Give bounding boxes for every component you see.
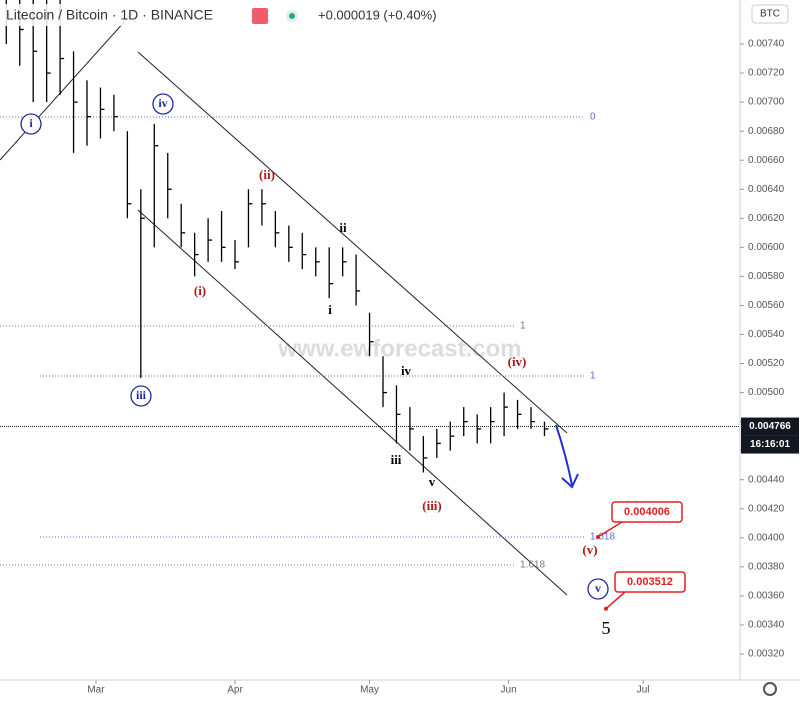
y-tick-label: 0.00600 <box>748 242 785 253</box>
y-tick-label: 0.00540 <box>748 329 785 340</box>
wave-label: iv <box>158 96 167 110</box>
wave-circle <box>152 93 174 115</box>
wave-circle <box>130 385 152 407</box>
wave-label: iv <box>401 363 412 378</box>
currency: BTC <box>760 9 780 20</box>
price-change: +0.000019 (+0.40%) <box>318 7 437 22</box>
wave-label: ii <box>339 220 347 235</box>
x-tick-label: Jul <box>637 685 650 696</box>
y-tick-label: 0.00500 <box>748 387 785 398</box>
last-price-label: 0.004766 <box>749 421 791 432</box>
settings-icon[interactable] <box>763 682 777 696</box>
fib-level-label: 0 <box>590 112 596 123</box>
x-tick-label: Mar <box>87 685 105 696</box>
x-tick-label: May <box>360 685 379 696</box>
target-box <box>611 501 683 523</box>
target-pointer <box>597 521 623 538</box>
last-price-box <box>741 417 799 436</box>
status-dot <box>289 13 295 19</box>
wave-label: (iii) <box>422 498 442 513</box>
wave-label: 5 <box>602 618 611 638</box>
countdown: 16:16:01 <box>750 439 790 450</box>
countdown-box <box>741 435 799 454</box>
x-tick-label: Jun <box>501 685 517 696</box>
trend-line <box>0 9 136 161</box>
y-tick-label: 0.00380 <box>748 562 785 573</box>
wave-label: iii <box>136 388 147 402</box>
channel-upper <box>137 51 568 434</box>
wave-circle <box>20 113 42 135</box>
target-pointer <box>605 591 626 610</box>
x-tick-label: Apr <box>227 685 243 696</box>
y-tick-label: 0.00620 <box>748 213 785 224</box>
wave-label: iii <box>391 452 402 467</box>
y-tick-label: 0.00580 <box>748 271 785 282</box>
y-tick-label: 0.00440 <box>748 474 785 485</box>
wave-label: i <box>328 302 332 317</box>
y-tick-label: 0.00420 <box>748 503 785 514</box>
y-tick-label: 0.00400 <box>748 532 785 543</box>
fib-level-label: 1 <box>590 371 596 382</box>
y-tick-label: 0.00740 <box>748 39 785 50</box>
target-point <box>604 606 608 611</box>
symbol-title: Litecoin / Bitcoin · 1D · BINANCE <box>6 7 213 23</box>
wave-label: v <box>595 581 601 595</box>
plot-area: www.ewforecast.com 0 1 1 1.618 1.618 <box>0 0 615 596</box>
flag-icon <box>252 8 268 24</box>
currency-badge <box>751 4 789 24</box>
fib-level-label: 1.618 <box>590 532 615 543</box>
header-bg <box>0 4 420 26</box>
fib-level-label: 1.618 <box>520 560 545 571</box>
wave-label: v <box>429 474 436 489</box>
wave-label: (iv) <box>508 354 527 369</box>
channel-lower <box>137 209 568 596</box>
y-tick-label: 0.00680 <box>748 126 785 137</box>
y-tick-label: 0.00340 <box>748 620 785 631</box>
y-tick-label: 0.00360 <box>748 591 785 602</box>
y-tick-label: 0.00560 <box>748 300 785 311</box>
wave-label: (ii) <box>259 167 275 182</box>
target-box <box>614 571 686 593</box>
y-tick-label: 0.00640 <box>748 184 785 195</box>
target-label: 0.004006 <box>624 506 670 518</box>
y-tick-label: 0.00520 <box>748 358 785 369</box>
wave-label: (v) <box>582 542 597 557</box>
wave-label: i <box>29 116 33 130</box>
y-tick-label: 0.00660 <box>748 155 785 166</box>
y-tick-label: 0.00720 <box>748 68 785 79</box>
fib-level-label: 1 <box>520 321 526 332</box>
target-point <box>596 534 600 539</box>
target-label: 0.003512 <box>627 576 673 588</box>
wave-circle <box>587 578 609 600</box>
watermark: www.ewforecast.com <box>277 335 521 362</box>
y-tick-label: 0.00320 <box>748 649 785 660</box>
projection-arrow <box>555 424 579 489</box>
wave-label: (i) <box>194 283 206 298</box>
y-tick-label: 0.00700 <box>748 97 785 108</box>
